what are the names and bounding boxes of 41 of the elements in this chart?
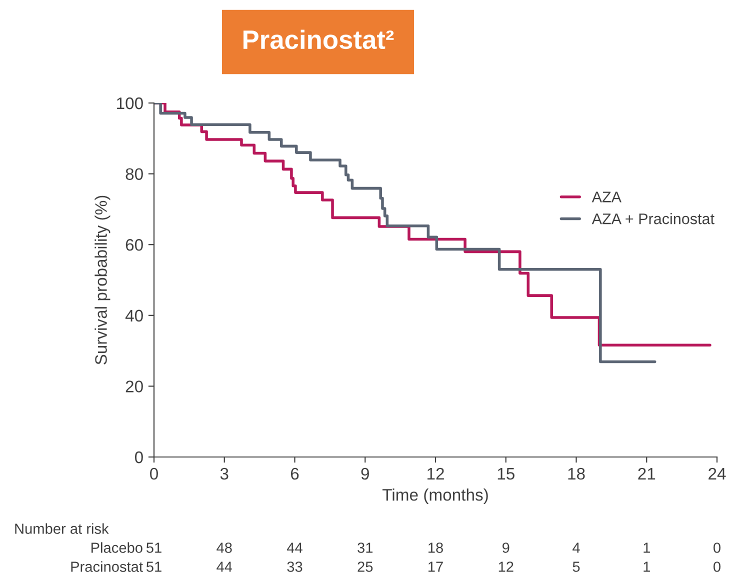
y-tick-label: 20 bbox=[126, 380, 143, 392]
chart-title: Pracinostat² bbox=[244, 30, 394, 50]
y-tick-label: 0 bbox=[134, 451, 143, 464]
text: 51 bbox=[146, 542, 162, 553]
x-tick-label: 21 bbox=[638, 468, 656, 480]
text: 31 bbox=[358, 542, 373, 553]
text: Placebo bbox=[92, 542, 142, 553]
text: 4 bbox=[572, 542, 580, 553]
text: 17 bbox=[428, 562, 443, 572]
text: 9 bbox=[502, 542, 510, 553]
text: 33 bbox=[287, 562, 302, 572]
y-tick-label: 60 bbox=[126, 239, 143, 251]
text: 0 bbox=[714, 542, 720, 553]
x-tick-label: 6 bbox=[290, 468, 299, 480]
text: 48 bbox=[216, 542, 232, 553]
legend-label: AZA + Pracinostat bbox=[592, 213, 714, 224]
x-tick-label: 15 bbox=[498, 468, 514, 480]
text: 44 bbox=[286, 542, 302, 553]
text: 51 bbox=[146, 562, 162, 572]
x-tick-label: 9 bbox=[361, 468, 369, 480]
x-tick-label: 12 bbox=[428, 468, 444, 480]
x-tick-label: 0 bbox=[150, 468, 158, 480]
text: 5 bbox=[572, 562, 580, 572]
text: 44 bbox=[216, 562, 232, 572]
y-tick-label: 40 bbox=[125, 310, 143, 322]
text: 1 bbox=[644, 562, 650, 572]
y-tick-label: 100 bbox=[117, 97, 143, 110]
text: Pracinostat bbox=[71, 561, 143, 572]
x-tick-label: 24 bbox=[708, 468, 726, 480]
legend-label: AZA bbox=[592, 192, 622, 202]
text: 18 bbox=[428, 542, 443, 553]
text: 12 bbox=[498, 562, 514, 572]
text: 0 bbox=[714, 562, 720, 572]
y-tick-label: 80 bbox=[126, 168, 143, 180]
text: Number at risk bbox=[15, 523, 109, 534]
y-axis-title: Survival probability (%) bbox=[94, 196, 110, 364]
x-tick-label: 18 bbox=[568, 468, 585, 480]
text: 25 bbox=[358, 562, 373, 572]
x-axis-title: Time (months) bbox=[382, 488, 488, 504]
x-tick-label: 3 bbox=[220, 468, 228, 480]
text: 1 bbox=[644, 542, 650, 553]
